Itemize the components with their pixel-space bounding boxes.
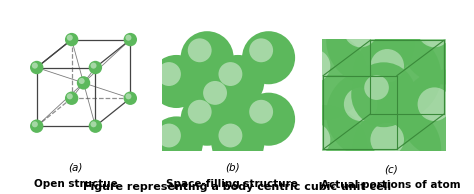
Circle shape [351, 62, 416, 127]
Circle shape [400, 0, 474, 84]
Circle shape [344, 14, 377, 47]
Circle shape [30, 120, 44, 133]
Circle shape [150, 116, 203, 170]
Circle shape [67, 35, 73, 41]
Circle shape [297, 49, 330, 83]
Circle shape [157, 62, 181, 86]
Polygon shape [323, 40, 370, 149]
Polygon shape [323, 76, 397, 149]
Circle shape [211, 55, 264, 108]
Circle shape [91, 121, 97, 127]
Circle shape [249, 38, 273, 62]
Circle shape [196, 74, 249, 127]
Circle shape [219, 124, 242, 147]
Circle shape [211, 116, 264, 170]
Text: Open structue: Open structue [34, 179, 118, 189]
Circle shape [279, 105, 367, 194]
Polygon shape [323, 40, 444, 76]
Circle shape [89, 61, 102, 74]
Circle shape [91, 63, 97, 69]
Circle shape [353, 31, 441, 120]
Circle shape [400, 70, 474, 158]
Circle shape [297, 123, 330, 156]
Circle shape [89, 120, 102, 133]
Circle shape [188, 100, 211, 124]
Text: (c): (c) [384, 164, 398, 174]
Circle shape [77, 76, 90, 90]
Circle shape [157, 124, 181, 147]
Text: (b): (b) [225, 163, 239, 172]
Text: Space-filling structure: Space-filling structure [166, 179, 298, 189]
Polygon shape [370, 40, 444, 114]
Circle shape [79, 78, 85, 84]
Circle shape [326, 70, 415, 158]
Circle shape [279, 31, 367, 120]
Circle shape [418, 87, 451, 121]
Circle shape [126, 93, 131, 99]
Circle shape [124, 92, 137, 105]
Circle shape [364, 75, 389, 100]
Circle shape [65, 33, 78, 46]
Circle shape [219, 62, 242, 86]
Circle shape [126, 35, 131, 41]
Circle shape [67, 93, 73, 99]
Circle shape [30, 61, 44, 74]
Polygon shape [397, 40, 444, 149]
Circle shape [418, 14, 451, 47]
Circle shape [181, 93, 234, 146]
Circle shape [181, 31, 234, 84]
Circle shape [353, 105, 441, 194]
Text: (a): (a) [69, 163, 83, 172]
Polygon shape [323, 114, 444, 149]
Text: Figure representing a body centric cubic unit cell: Figure representing a body centric cubic… [83, 182, 391, 192]
Circle shape [370, 49, 404, 83]
Circle shape [124, 33, 137, 46]
Circle shape [203, 81, 227, 105]
Circle shape [32, 63, 38, 69]
Circle shape [242, 31, 295, 84]
Circle shape [370, 123, 404, 156]
Circle shape [150, 55, 203, 108]
Circle shape [188, 38, 211, 62]
Circle shape [32, 121, 38, 127]
Circle shape [242, 93, 295, 146]
Circle shape [249, 100, 273, 124]
Circle shape [326, 0, 415, 84]
Circle shape [344, 87, 377, 121]
Text: Actual portions of atom: Actual portions of atom [321, 180, 461, 190]
Circle shape [65, 92, 78, 105]
